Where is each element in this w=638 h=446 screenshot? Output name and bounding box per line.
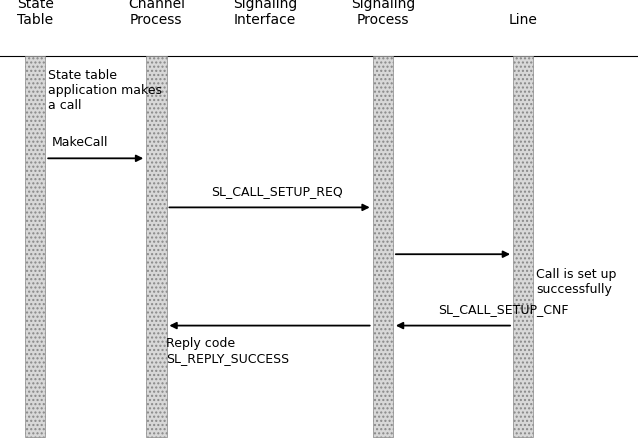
Bar [146,56,167,437]
Text: State table
application makes
a call: State table application makes a call [48,69,162,112]
Text: Signaling
Interface: Signaling Interface [233,0,297,27]
Bar [513,56,533,437]
Text: Channel
Process: Channel Process [128,0,185,27]
Text: Signaling
Process: Signaling Process [351,0,415,27]
Bar [25,56,45,437]
Text: State
Table: State Table [17,0,54,27]
Bar [373,56,393,437]
Text: Line: Line [508,13,538,27]
Text: Call is set up
successfully: Call is set up successfully [536,268,616,296]
Text: SL_CALL_SETUP_REQ: SL_CALL_SETUP_REQ [211,185,343,198]
Text: SL_CALL_SETUP_CNF: SL_CALL_SETUP_CNF [438,303,568,316]
Text: Reply code
SL_REPLY_SUCCESS: Reply code SL_REPLY_SUCCESS [166,337,289,365]
Text: MakeCall: MakeCall [52,136,108,149]
